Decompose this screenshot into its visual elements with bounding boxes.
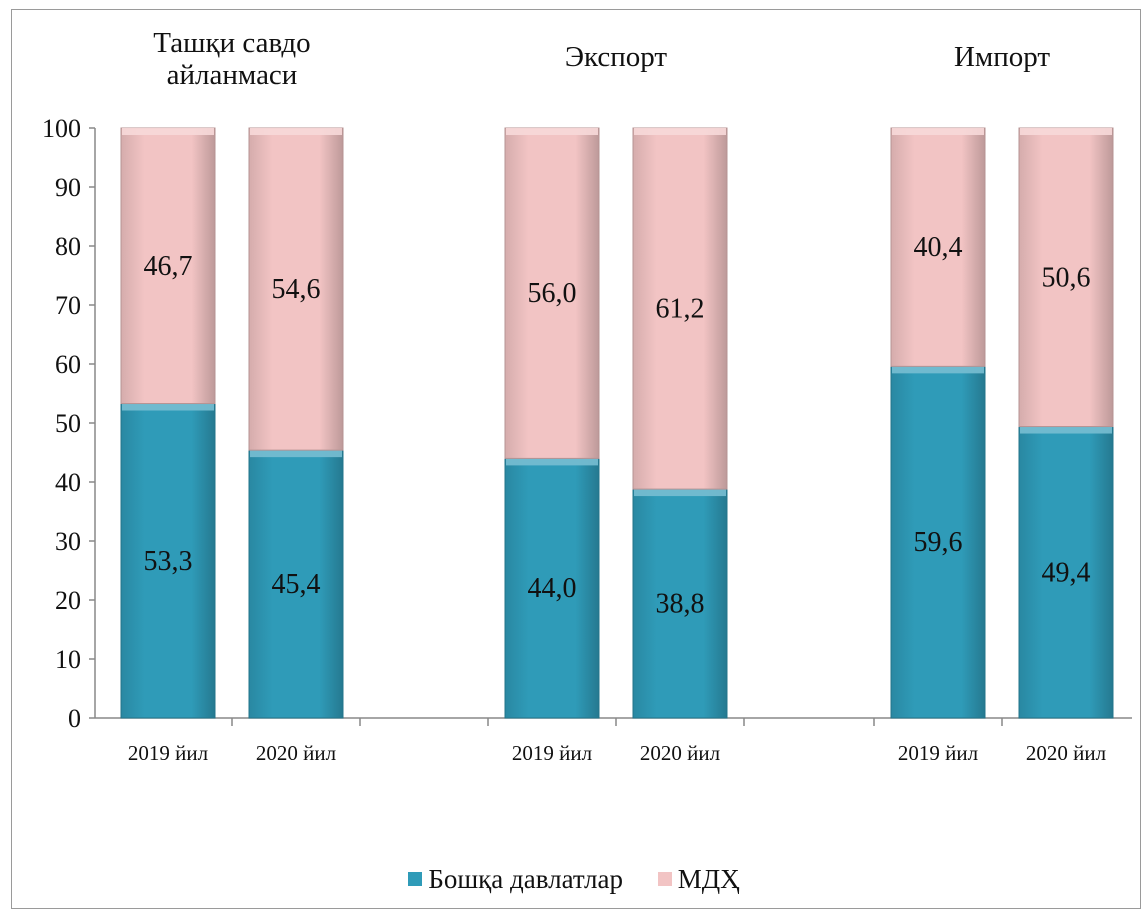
y-tick-label: 80 xyxy=(55,232,81,261)
y-tick-label: 60 xyxy=(55,350,81,379)
data-label: 54,6 xyxy=(272,274,321,305)
bar-segment-top-highlight xyxy=(122,128,214,135)
bar-segment xyxy=(248,449,344,719)
bar-segment xyxy=(248,127,344,451)
y-tick-label: 50 xyxy=(55,409,81,438)
legend-label-cis: МДҲ xyxy=(677,863,740,894)
bar-segment xyxy=(120,127,216,405)
x-category-label: 2020 йил xyxy=(1026,741,1106,765)
bar-segment xyxy=(1018,127,1114,428)
legend-item-cis: МДҲ xyxy=(657,863,740,895)
bar-segment-top-highlight xyxy=(892,128,984,135)
y-tick-label: 10 xyxy=(55,645,81,674)
x-category-label: 2019 йил xyxy=(898,741,978,765)
data-label: 45,4 xyxy=(272,569,321,600)
y-tick-label: 100 xyxy=(42,114,81,143)
bar-segment-top-highlight xyxy=(122,403,214,411)
legend-swatch-other-countries xyxy=(408,872,423,886)
y-tick-label: 40 xyxy=(55,468,81,497)
y-tick-label: 30 xyxy=(55,527,81,556)
bar-segment-top-highlight xyxy=(506,458,598,466)
data-label: 38,8 xyxy=(656,589,705,620)
data-label: 44,0 xyxy=(528,573,577,604)
group-title: Экспорт xyxy=(565,41,668,73)
bar-segment xyxy=(890,365,986,719)
data-label: 40,4 xyxy=(914,232,963,263)
data-label: 61,2 xyxy=(656,294,705,325)
chart-legend: Бошқа давлатлар МДҲ xyxy=(0,862,1148,895)
data-label: 53,3 xyxy=(144,546,193,577)
y-tick-label: 20 xyxy=(55,586,81,615)
group-title: айланмаси xyxy=(167,59,298,91)
bar-segment-top-highlight xyxy=(506,128,598,135)
bar-segment-top-highlight xyxy=(1020,128,1112,135)
bar-segment-top-highlight xyxy=(250,450,342,458)
bar-segment xyxy=(504,457,600,719)
group-title: Импорт xyxy=(954,41,1050,73)
bar-segment xyxy=(120,403,216,719)
bar-segment-top-highlight xyxy=(250,128,342,135)
x-category-label: 2019 йил xyxy=(128,741,208,765)
data-label: 50,6 xyxy=(1042,262,1091,293)
data-label: 56,0 xyxy=(528,278,577,309)
bar-segment xyxy=(1018,426,1114,719)
data-label: 46,7 xyxy=(144,251,193,282)
bar-segment-top-highlight xyxy=(1020,426,1112,434)
bar-segment-top-highlight xyxy=(634,489,726,497)
data-label: 49,4 xyxy=(1042,557,1091,588)
y-tick-label: 0 xyxy=(68,704,81,733)
legend-label-other-countries: Бошқа давлатлар xyxy=(428,863,623,894)
bar-segment-top-highlight xyxy=(634,128,726,135)
y-tick-label: 90 xyxy=(55,173,81,202)
x-category-label: 2020 йил xyxy=(256,741,336,765)
x-category-label: 2019 йил xyxy=(512,741,592,765)
bar-segment xyxy=(632,488,728,719)
bar-segment xyxy=(890,127,986,367)
legend-swatch-cis xyxy=(657,872,672,886)
x-category-label: 2020 йил xyxy=(640,741,720,765)
y-tick-label: 70 xyxy=(55,291,81,320)
bar-segment xyxy=(632,127,728,490)
bar-segment xyxy=(504,127,600,459)
group-title: Ташқи савдо xyxy=(153,27,310,59)
legend-item-other-countries: Бошқа давлатлар xyxy=(408,864,623,895)
data-label: 59,6 xyxy=(914,527,963,558)
bar-segment-top-highlight xyxy=(892,366,984,374)
